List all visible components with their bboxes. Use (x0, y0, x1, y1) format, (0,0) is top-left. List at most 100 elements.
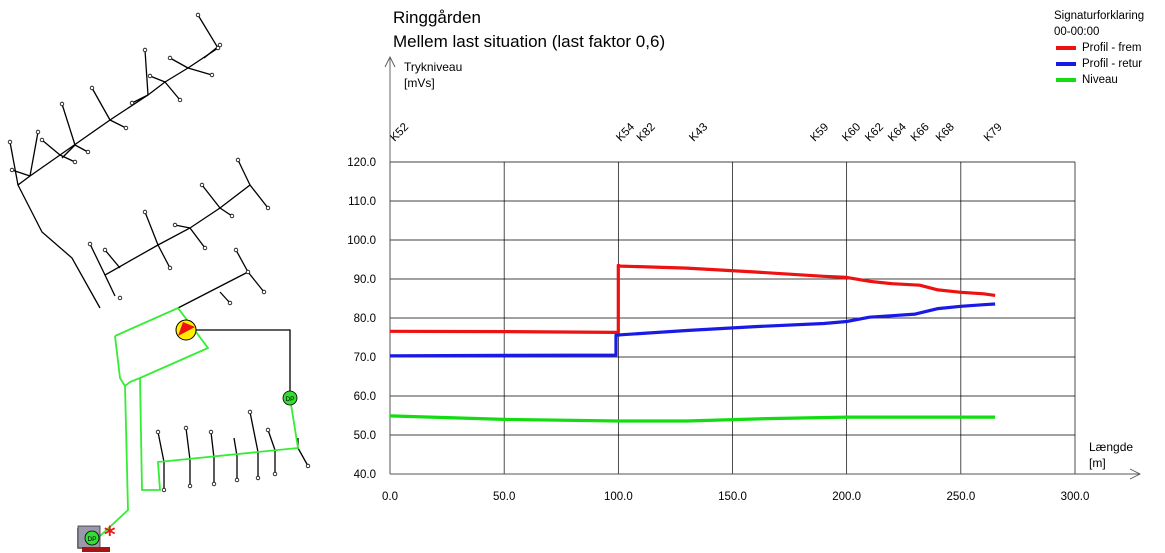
pipe (201, 184, 221, 209)
network-node (233, 247, 239, 253)
pipe (157, 431, 165, 463)
legend-label-retur: Profil - retur (1082, 58, 1143, 70)
network-node (265, 427, 271, 433)
legend-swatch-retur (1056, 62, 1076, 66)
network-node (195, 12, 201, 18)
pipe (187, 67, 213, 76)
network-node (102, 247, 108, 253)
network-node (183, 425, 189, 431)
network-node (215, 45, 221, 51)
y-tick-label: 100.0 (347, 235, 376, 247)
network-node (87, 241, 93, 247)
network-node (167, 265, 173, 271)
pipe (185, 427, 191, 461)
pipe (164, 81, 181, 101)
network-node (123, 125, 129, 131)
node-label-k79: K79 (982, 121, 1005, 144)
network-node (9, 167, 15, 173)
axes (384, 55, 1142, 480)
network-node (167, 55, 173, 61)
x-tick-label: 0.0 (382, 491, 398, 503)
pipe (189, 227, 206, 249)
pipe (219, 291, 231, 304)
pipe (219, 207, 233, 217)
legend-label-niveau: Niveau (1082, 74, 1118, 86)
tick-labels: 40.0 50.0 60.0 70.0 80.0 90.0 100.0 110.0 120.0 0… (347, 157, 1089, 503)
source-node-label: DP (87, 536, 96, 543)
network-node (129, 100, 135, 106)
pipe (249, 184, 269, 209)
pipe (267, 429, 276, 451)
node-label-k68: K68 (934, 121, 957, 144)
pipe (169, 57, 189, 69)
network-node (117, 295, 123, 301)
pipe (131, 94, 149, 104)
network-node (227, 300, 233, 306)
legend-swatch-niveau (1056, 78, 1076, 82)
network-node (208, 429, 214, 435)
pipe (149, 75, 166, 83)
network-schematic: DP DP * (7, 12, 311, 552)
node-label-k54: K54 (614, 121, 637, 144)
pipe (89, 243, 106, 276)
node-label-k59: K59 (808, 121, 831, 144)
network-node (147, 73, 153, 79)
pipe (29, 131, 39, 177)
y-tick-label: 80.0 (354, 313, 376, 325)
pipe (41, 139, 61, 156)
asterisk-marker-icon: * (104, 523, 116, 548)
pipe (157, 244, 171, 269)
network-node (234, 477, 240, 483)
network-node (305, 463, 311, 469)
x-tick-label: 50.0 (493, 491, 515, 503)
active-pipe (99, 385, 129, 537)
network-node (85, 149, 91, 155)
pipe (104, 249, 121, 269)
network-node (235, 157, 241, 163)
network-node (172, 222, 178, 228)
series-line-profil-retur (389, 302, 996, 358)
dp-node-label: DP (285, 396, 294, 403)
node-label-k82: K82 (635, 121, 658, 144)
pipe (61, 144, 76, 159)
network-node (272, 471, 278, 477)
series-line-profil-frem (389, 263, 996, 334)
pipe (235, 249, 249, 273)
y-tick-label: 120.0 (347, 157, 376, 169)
network-node (89, 85, 95, 91)
legend-swatch-frem (1056, 46, 1076, 50)
x-tick-label: 150.0 (718, 491, 747, 503)
network-node (245, 269, 251, 275)
pipe (297, 447, 309, 467)
network-node (161, 487, 167, 493)
network-node (211, 481, 217, 487)
network-node (155, 429, 161, 435)
network-node (255, 475, 261, 481)
node-label-k52: K52 (388, 121, 411, 144)
chart-subtitle: Mellem last situation (last faktor 0,6) (393, 32, 666, 51)
dp-node-icon (282, 390, 298, 406)
x-axis-label: Længde (1089, 440, 1134, 454)
network-node (72, 159, 78, 165)
y-tick-label: 60.0 (354, 391, 376, 403)
network-node (229, 213, 235, 219)
grid (389, 161, 1076, 475)
x-axis-unit: [m] (1089, 456, 1106, 470)
pipe (210, 431, 215, 459)
pipe (249, 411, 259, 453)
network-node (261, 289, 267, 295)
x-tick-label: 250.0 (946, 491, 975, 503)
y-tick-label: 40.0 (354, 469, 376, 481)
x-tick-label: 300.0 (1061, 491, 1090, 503)
network-devices: DP DP * (77, 319, 298, 552)
pipe (11, 169, 31, 177)
x-tick-label: 100.0 (604, 491, 633, 503)
pipe (59, 154, 76, 163)
y-tick-label: 50.0 (354, 430, 376, 442)
network-node (202, 245, 208, 251)
network-node (177, 97, 183, 103)
pipe (144, 49, 149, 96)
chart-title: Ringgården (393, 8, 481, 27)
x-tick-label: 200.0 (832, 491, 861, 503)
